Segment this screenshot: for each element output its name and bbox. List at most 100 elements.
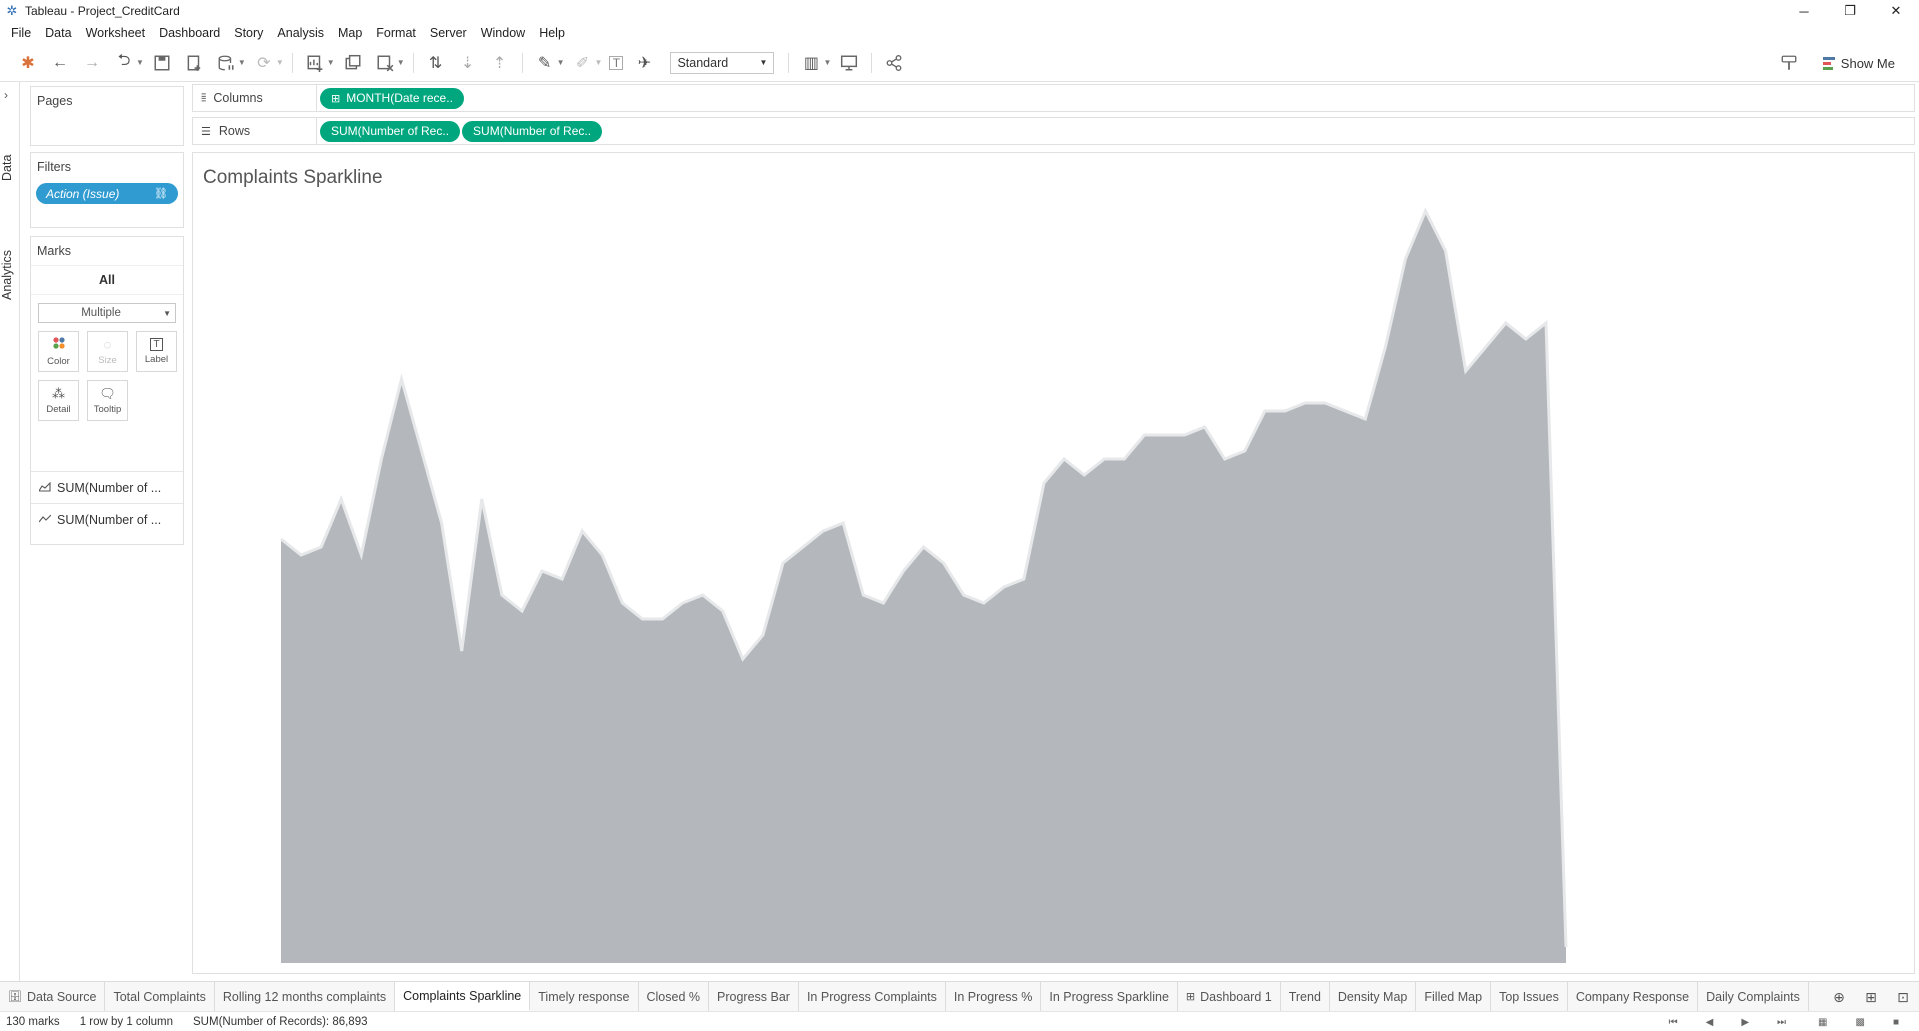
- detail-icon: ⁂: [52, 385, 65, 401]
- columns-pill-month[interactable]: ⊞ MONTH(Date rece..: [320, 87, 464, 109]
- last-sheet-icon[interactable]: ⏭: [1777, 1016, 1787, 1028]
- sheet-title: Complaints Sparkline: [203, 167, 383, 188]
- tab-label: Data Source: [26, 989, 97, 1004]
- expand-pane-icon[interactable]: ›: [4, 88, 8, 102]
- tableau-home-icon[interactable]: ✱: [21, 54, 35, 72]
- pages-card-title: Pages: [37, 94, 73, 108]
- minimize-icon[interactable]: ─: [1799, 3, 1809, 19]
- chevron-down-icon: ▼: [163, 308, 171, 318]
- menu-map[interactable]: Map: [337, 26, 363, 40]
- sort-descending-icon[interactable]: ⇡: [492, 54, 507, 72]
- duplicate-sheet-icon[interactable]: [342, 49, 364, 77]
- tooltip-icon: 🗨: [99, 385, 116, 401]
- side-tab-data[interactable]: Data: [0, 154, 14, 182]
- marks-card: Marks All Multiple ▼ Color ◌ Size T Labe…: [30, 236, 184, 545]
- share-icon[interactable]: [883, 49, 905, 77]
- mark-type-value: Multiple: [81, 307, 121, 319]
- menu-file[interactable]: File: [11, 26, 32, 40]
- show-mark-labels-icon[interactable]: T: [609, 55, 624, 70]
- undo-icon[interactable]: ←: [52, 53, 68, 71]
- rows-pill-1[interactable]: SUM(Number of Rec..: [320, 120, 461, 142]
- close-icon[interactable]: ✕: [1890, 3, 1902, 18]
- tab-in-progress-percent[interactable]: In Progress %: [946, 982, 1042, 1011]
- tab-daily-complaints[interactable]: Daily Complaints: [1698, 982, 1809, 1011]
- refresh-icon[interactable]: ⟳: [257, 54, 271, 72]
- tab-timely-response[interactable]: Timely response: [530, 982, 639, 1011]
- tab-progress-bar[interactable]: Progress Bar: [709, 982, 799, 1011]
- first-sheet-icon[interactable]: ⏮: [1668, 1016, 1678, 1028]
- rows-shelf[interactable]: ☰ Rows SUM(Number of Rec.. SUM(Number of…: [192, 117, 1915, 145]
- mark-field-line[interactable]: SUM(Number of ...: [31, 503, 183, 535]
- fix-axes-icon[interactable]: ✈: [637, 54, 652, 72]
- menu-analysis[interactable]: Analysis: [277, 26, 324, 40]
- filters-card[interactable]: Filters Action (Issue) ⛓: [30, 152, 184, 228]
- restore-icon[interactable]: ❐: [1844, 3, 1856, 18]
- swap-rows-columns-icon[interactable]: ⇅: [428, 54, 443, 72]
- menu-bar: File Data Worksheet Dashboard Story Anal…: [0, 22, 1919, 44]
- new-dashboard-tab-icon[interactable]: ⊞: [1865, 988, 1877, 1005]
- columns-shelf[interactable]: ⦙⦙⦙ Columns ⊞ MONTH(Date rece..: [192, 84, 1915, 112]
- show-tabs-icon[interactable]: ■: [1892, 1016, 1899, 1028]
- tab-total-complaints[interactable]: Total Complaints: [105, 982, 215, 1011]
- tab-filled-map[interactable]: Filled Map: [1416, 982, 1492, 1011]
- new-worksheet-icon[interactable]: [304, 49, 326, 77]
- marks-card-title: Marks: [37, 244, 72, 258]
- show-sheet-sorter-icon[interactable]: ▩: [1855, 1016, 1865, 1028]
- tab-density-map[interactable]: Density Map: [1330, 982, 1417, 1011]
- menu-server[interactable]: Server: [429, 26, 467, 40]
- tab-dashboard-1[interactable]: ⊞ Dashboard 1: [1178, 982, 1281, 1011]
- menu-window[interactable]: Window: [480, 26, 526, 40]
- new-story-tab-icon[interactable]: ⊡: [1897, 988, 1909, 1005]
- tab-in-progress-complaints[interactable]: In Progress Complaints: [799, 982, 946, 1011]
- worksheet-view[interactable]: Complaints Sparkline: [192, 152, 1915, 974]
- label-button[interactable]: T Label: [136, 331, 177, 372]
- pages-card[interactable]: Pages: [30, 86, 184, 146]
- tab-company-response[interactable]: Company Response: [1568, 982, 1699, 1011]
- database-icon: 🗄: [8, 991, 22, 1003]
- mark-type-select[interactable]: Multiple ▼: [38, 303, 176, 323]
- show-filmstrip-icon[interactable]: ▦: [1818, 1016, 1828, 1028]
- sort-ascending-icon[interactable]: ⇣: [460, 54, 475, 72]
- menu-story[interactable]: Story: [234, 26, 264, 40]
- menu-data[interactable]: Data: [45, 26, 72, 40]
- menu-format[interactable]: Format: [376, 26, 416, 40]
- fit-select[interactable]: Standard ▼: [670, 51, 775, 74]
- size-button[interactable]: ◌ Size: [87, 331, 128, 372]
- complaints-area-mark[interactable]: [281, 211, 1566, 963]
- format-workbook-icon[interactable]: [1778, 49, 1800, 77]
- color-button[interactable]: Color: [38, 331, 79, 372]
- tab-complaints-sparkline[interactable]: Complaints Sparkline: [395, 982, 531, 1011]
- menu-dashboard[interactable]: Dashboard: [159, 26, 221, 40]
- replay-icon[interactable]: ⮌: [117, 52, 131, 69]
- tab-trend[interactable]: Trend: [1281, 982, 1330, 1011]
- side-tab-analytics[interactable]: Analytics: [0, 249, 14, 301]
- prev-sheet-icon[interactable]: ◀: [1705, 1016, 1714, 1028]
- pause-updates-icon[interactable]: [215, 49, 237, 77]
- show-cards-icon[interactable]: ▥: [803, 54, 820, 72]
- group-members-icon[interactable]: ✐: [575, 54, 590, 72]
- filter-pill-action-issue[interactable]: Action (Issue) ⛓: [36, 183, 178, 204]
- presentation-mode-icon[interactable]: [838, 49, 860, 77]
- redo-icon[interactable]: →: [84, 53, 100, 71]
- new-worksheet-tab-icon[interactable]: ⊕: [1833, 988, 1845, 1005]
- mark-field-area[interactable]: SUM(Number of ...: [31, 471, 183, 503]
- tab-top-issues[interactable]: Top Issues: [1491, 982, 1568, 1011]
- menu-worksheet[interactable]: Worksheet: [85, 26, 146, 40]
- sparkline-chart[interactable]: [193, 153, 1914, 973]
- tab-rolling-12-months[interactable]: Rolling 12 months complaints: [215, 982, 396, 1011]
- tab-closed-percent[interactable]: Closed %: [639, 982, 709, 1011]
- tab-in-progress-sparkline[interactable]: In Progress Sparkline: [1041, 982, 1178, 1011]
- detail-button[interactable]: ⁂ Detail: [38, 380, 79, 421]
- tab-data-source[interactable]: 🗄 Data Source: [0, 982, 106, 1011]
- menu-help[interactable]: Help: [539, 26, 565, 40]
- show-me-button[interactable]: Show Me: [1822, 56, 1895, 71]
- tooltip-button[interactable]: 🗨 Tooltip: [87, 380, 128, 421]
- next-sheet-icon[interactable]: ▶: [1741, 1016, 1750, 1028]
- new-data-source-icon[interactable]: [183, 49, 205, 77]
- marks-all-tab[interactable]: All: [31, 265, 183, 295]
- save-icon[interactable]: [151, 49, 173, 77]
- rows-pill-2[interactable]: SUM(Number of Rec..: [462, 120, 603, 142]
- expand-plus-icon: ⊞: [331, 92, 341, 105]
- clear-sheet-icon[interactable]: [374, 49, 396, 77]
- highlight-icon[interactable]: ✎: [537, 54, 552, 72]
